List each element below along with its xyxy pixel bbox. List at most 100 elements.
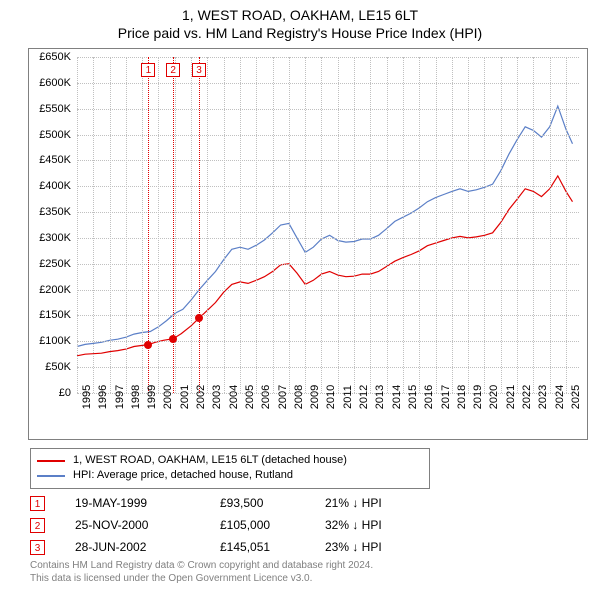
- attribution-line-2: This data is licensed under the Open Gov…: [30, 573, 373, 586]
- gridline-v: [338, 57, 339, 393]
- title-line-1: 1, WEST ROAD, OAKHAM, LE15 6LT: [0, 6, 600, 24]
- xtick-label: 2014: [391, 385, 403, 409]
- xtick-label: 2000: [162, 385, 174, 409]
- sales-price-1: £105,000: [220, 518, 325, 532]
- gridline-h: [77, 83, 579, 84]
- ytick-label: £450K: [29, 154, 71, 166]
- gridline-v: [517, 57, 518, 393]
- xtick-label: 2011: [342, 385, 354, 409]
- gridline-v: [436, 57, 437, 393]
- gridline-v: [321, 57, 322, 393]
- gridline-v: [452, 57, 453, 393]
- gridline-v: [142, 57, 143, 393]
- xtick-label: 2007: [277, 385, 289, 409]
- ytick-label: £150K: [29, 309, 71, 321]
- xtick-label: 2003: [211, 385, 223, 409]
- series-line-0: [77, 176, 573, 356]
- xtick-label: 2005: [244, 385, 256, 409]
- ytick-label: £650K: [29, 51, 71, 63]
- gridline-v: [93, 57, 94, 393]
- gridline-v: [158, 57, 159, 393]
- gridline-v: [305, 57, 306, 393]
- xtick-label: 2020: [488, 385, 500, 409]
- sale-marker-box-1: 2: [166, 63, 180, 77]
- ytick-label: £100K: [29, 335, 71, 347]
- gridline-v: [126, 57, 127, 393]
- xtick-label: 2006: [260, 385, 272, 409]
- gridline-h: [77, 109, 579, 110]
- xtick-label: 2013: [374, 385, 386, 409]
- sales-marker-2: 3: [30, 540, 45, 555]
- ytick-label: £0: [29, 387, 71, 399]
- gridline-v: [370, 57, 371, 393]
- gridline-v: [354, 57, 355, 393]
- gridline-v: [403, 57, 404, 393]
- xtick-label: 2015: [407, 385, 419, 409]
- gridline-h: [77, 264, 579, 265]
- ytick-label: £600K: [29, 77, 71, 89]
- chart-frame: 123 £0£50K£100K£150K£200K£250K£300K£350K…: [28, 48, 588, 440]
- gridline-v: [566, 57, 567, 393]
- gridline-v: [550, 57, 551, 393]
- sales-row-1: 2 25-NOV-2000 £105,000 32% ↓ HPI: [30, 514, 420, 536]
- sales-table: 1 19-MAY-1999 £93,500 21% ↓ HPI 2 25-NOV…: [30, 492, 420, 558]
- sales-marker-0: 1: [30, 496, 45, 511]
- gridline-v: [224, 57, 225, 393]
- ytick-label: £300K: [29, 232, 71, 244]
- gridline-v: [191, 57, 192, 393]
- xtick-label: 2018: [456, 385, 468, 409]
- sale-marker-dot-1: [169, 335, 177, 343]
- sales-marker-1: 2: [30, 518, 45, 533]
- ytick-label: £250K: [29, 258, 71, 270]
- xtick-label: 1997: [114, 385, 126, 409]
- xtick-label: 2022: [521, 385, 533, 409]
- sale-marker-dot-2: [195, 314, 203, 322]
- sales-date-0: 19-MAY-1999: [75, 496, 220, 510]
- sale-marker-vline-2: [199, 57, 200, 393]
- gridline-h: [77, 290, 579, 291]
- xtick-label: 2009: [309, 385, 321, 409]
- title-block: 1, WEST ROAD, OAKHAM, LE15 6LT Price pai…: [0, 0, 600, 42]
- xtick-label: 2025: [570, 385, 582, 409]
- gridline-v: [207, 57, 208, 393]
- gridline-v: [240, 57, 241, 393]
- gridline-v: [387, 57, 388, 393]
- gridline-h: [77, 135, 579, 136]
- xtick-label: 2001: [179, 385, 191, 409]
- ytick-label: £550K: [29, 103, 71, 115]
- sale-marker-box-2: 3: [192, 63, 206, 77]
- xtick-label: 1999: [146, 385, 158, 409]
- ytick-label: £350K: [29, 206, 71, 218]
- gridline-h: [77, 315, 579, 316]
- xtick-label: 2019: [472, 385, 484, 409]
- xtick-label: 2016: [423, 385, 435, 409]
- sales-row-0: 1 19-MAY-1999 £93,500 21% ↓ HPI: [30, 492, 420, 514]
- sales-row-2: 3 28-JUN-2002 £145,051 23% ↓ HPI: [30, 536, 420, 558]
- legend-swatch-0: [37, 460, 65, 462]
- ytick-label: £50K: [29, 361, 71, 373]
- gridline-v: [419, 57, 420, 393]
- title-line-2: Price paid vs. HM Land Registry's House …: [0, 24, 600, 42]
- chart-container: 1, WEST ROAD, OAKHAM, LE15 6LT Price pai…: [0, 0, 600, 590]
- xtick-label: 2017: [440, 385, 452, 409]
- sales-price-0: £93,500: [220, 496, 325, 510]
- xtick-label: 1995: [81, 385, 93, 409]
- sales-price-2: £145,051: [220, 540, 325, 554]
- gridline-h: [77, 212, 579, 213]
- attribution: Contains HM Land Registry data © Crown c…: [30, 560, 373, 585]
- gridline-v: [501, 57, 502, 393]
- xtick-label: 2004: [228, 385, 240, 409]
- legend-box: 1, WEST ROAD, OAKHAM, LE15 6LT (detached…: [30, 448, 430, 489]
- ytick-label: £400K: [29, 180, 71, 192]
- gridline-h: [77, 238, 579, 239]
- attribution-line-1: Contains HM Land Registry data © Crown c…: [30, 560, 373, 573]
- sales-date-1: 25-NOV-2000: [75, 518, 220, 532]
- gridline-h: [77, 186, 579, 187]
- sales-delta-2: 23% ↓ HPI: [325, 540, 420, 554]
- gridline-v: [77, 57, 78, 393]
- sales-delta-0: 21% ↓ HPI: [325, 496, 420, 510]
- gridline-v: [468, 57, 469, 393]
- xtick-label: 2024: [554, 385, 566, 409]
- gridline-h: [77, 160, 579, 161]
- legend-row-0: 1, WEST ROAD, OAKHAM, LE15 6LT (detached…: [37, 453, 423, 468]
